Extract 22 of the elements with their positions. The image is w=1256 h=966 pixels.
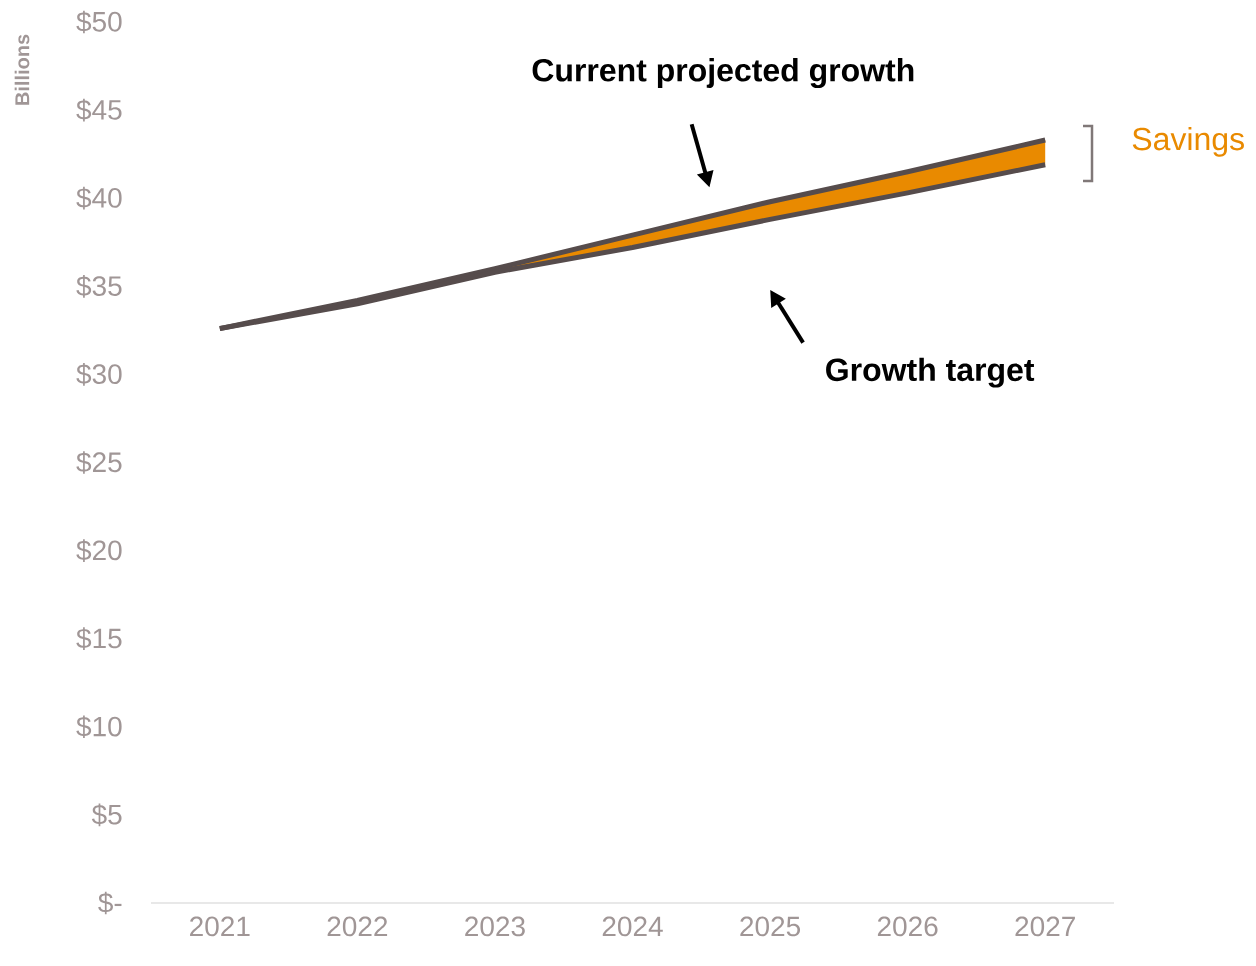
y-tick-label: $- (98, 891, 122, 915)
x-tick-label: 2023 (465, 916, 525, 937)
y-tick-label: $25 (76, 451, 122, 474)
annotation: Growth target (826, 357, 1035, 388)
y-tick-label: $5 (91, 803, 122, 827)
y-tick-label: $45 (76, 98, 122, 122)
annotation: Current projected growth (532, 58, 914, 89)
text: Savings (1132, 126, 1244, 157)
y-tick-label: $50 (76, 10, 122, 34)
y-axis-title: Billions (14, 34, 30, 105)
x-tick-label: 2025 (740, 916, 801, 937)
x-tick-label: 2021 (190, 916, 250, 937)
y-tick-label: $30 (76, 363, 122, 386)
x-tick-label: 2022 (327, 916, 388, 937)
y-tick-label: $35 (76, 274, 122, 298)
x-tick-label: 2027 (1015, 916, 1075, 937)
y-tick-label: $20 (76, 539, 122, 562)
y-tick-label: $15 (76, 627, 122, 651)
y-tick-label: $10 (76, 715, 122, 739)
x-tick-label: 2024 (602, 916, 663, 937)
x-tick-label: 2026 (877, 916, 938, 937)
y-tick-label: $40 (76, 186, 122, 210)
